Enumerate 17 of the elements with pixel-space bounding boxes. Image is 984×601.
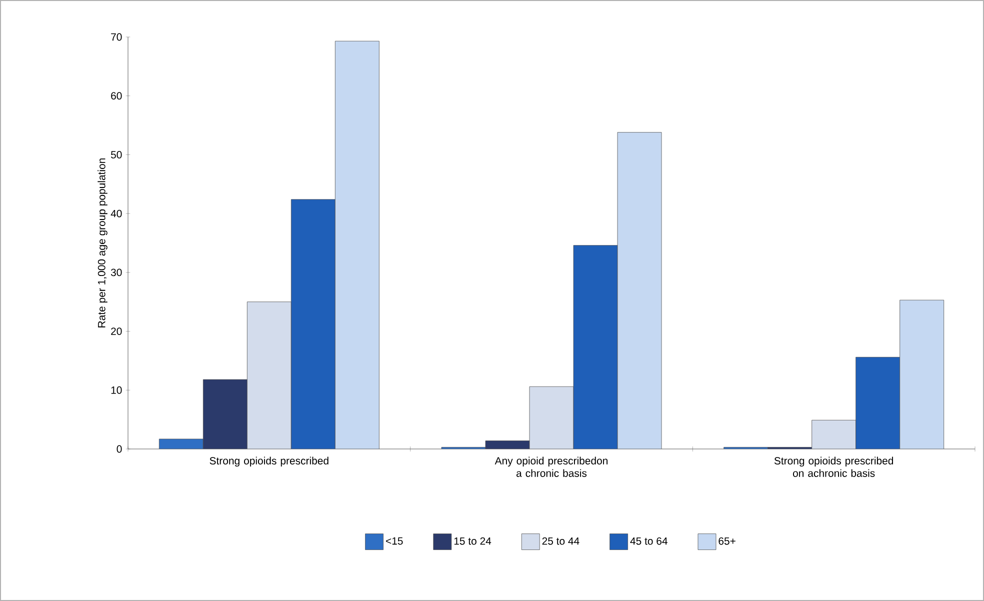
y-tick-label: 10 (111, 386, 122, 394)
legend-label: 45 to 64 (630, 537, 668, 545)
y-axis-title: Rate per 1,000 age group population (98, 158, 108, 328)
legend-label: 15 to 24 (454, 537, 492, 545)
y-tick-label: 30 (110, 268, 122, 276)
legend-label: <15 (386, 537, 403, 545)
legend-label: 25 to 44 (542, 537, 580, 545)
x-tick-label: Strong opioids prescribed (210, 456, 328, 467)
y-tick-label: 50 (110, 151, 122, 158)
y-tick-label: 20 (111, 328, 122, 335)
y-tick-label: 0 (116, 445, 122, 453)
y-tick-label: 70 (111, 33, 122, 41)
x-tick-label: Any opioid prescribedon a chronic basis (494, 456, 608, 477)
y-tick-label: 40 (110, 210, 122, 218)
y-tick-label: 60 (111, 92, 122, 100)
legend-label: 65+ (718, 537, 736, 545)
x-tick-label: Strong opioids prescribed on achronic basis (774, 456, 894, 477)
